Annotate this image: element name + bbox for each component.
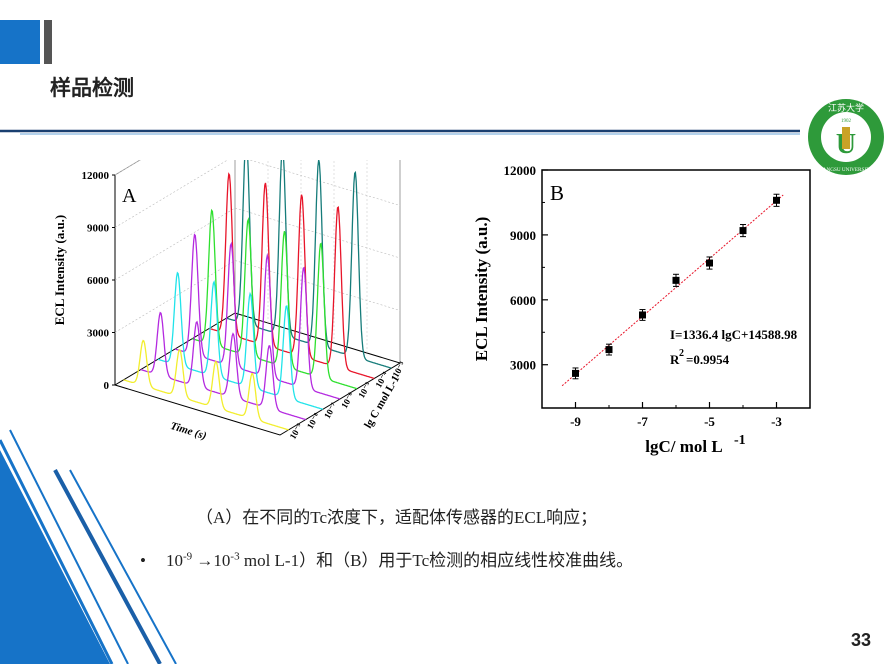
chart-b-r2-sup: 2 — [679, 348, 684, 359]
caption-b-base2: 10 — [213, 551, 231, 570]
chart-b-equation: I=1336.4 lgC+14588.98 — [670, 327, 798, 342]
chart-a-ytick-label: 0 — [104, 380, 110, 392]
chart-b-xtick-label: -7 — [637, 414, 648, 429]
chart-a-xlabel: Time (s) — [169, 420, 208, 442]
chart-b-xtick-label: -9 — [570, 414, 581, 429]
logo-top-text: 江苏大学 — [828, 102, 864, 113]
chart-b-point — [672, 276, 680, 284]
university-logo: 江苏大学 1902 U JIANGSU UNIVERSITY — [808, 99, 884, 175]
chart-a-ytick-label: 12000 — [82, 170, 110, 182]
corner-stripe-2 — [9, 429, 129, 664]
chart-b-panel-label: B — [550, 181, 564, 205]
chart-a-trace — [123, 339, 289, 431]
chart-a-ztick-label: 10⁻⁹ — [288, 421, 305, 441]
chart-b-calibration: -9 -7 -5 -3 3000 6000 9000 12000 ECL Intensity (… — [472, 163, 811, 456]
bullet-dot: • — [140, 551, 146, 570]
chart-b-point — [773, 196, 780, 204]
chart-a-ztick-label: 10⁻⁶ — [339, 390, 356, 410]
caption-b-arrow: → — [192, 551, 214, 570]
chart-a-trace — [174, 233, 341, 400]
chart-a-trace — [140, 311, 306, 421]
chart-a-ytick-label: 6000 — [87, 275, 110, 287]
chart-a-top-edge — [114, 160, 141, 176]
chart-b-marks: I=1336.4 lgC+14588.98 R 2 =0.9954 — [561, 193, 798, 387]
chart-a-waterfall: 0 3000 6000 9000 12000 ECL Intensity (a.u.) A T… — [52, 160, 408, 442]
chart-a-ztick-label: 10⁻⁵ — [356, 380, 373, 400]
chart-b-point — [739, 227, 747, 235]
chart-b-xlabel: lgC/ mol L — [645, 437, 722, 456]
chart-a-ztick-label: 10⁻⁷ — [322, 401, 339, 421]
corner-stripe-3 — [53, 469, 162, 664]
chart-b-ytick-label: 6000 — [510, 293, 536, 308]
chart-a-ytick-label: 9000 — [87, 223, 110, 235]
logo-ring-text: JIANGSU UNIVERSITY — [819, 167, 873, 173]
chart-a-ylabel: ECL Intensity (a.u.) — [52, 215, 67, 326]
header-blue-block — [0, 20, 40, 64]
chart-a-trace — [191, 208, 358, 390]
chart-a-gridline — [114, 160, 141, 176]
chart-b-ytick-label: 3000 — [510, 358, 536, 373]
chart-a-trace — [157, 271, 324, 410]
caption-b-exp2: -3 — [230, 550, 240, 563]
chart-b-frame — [541, 169, 811, 409]
chart-b-ytick-label: 12000 — [504, 163, 537, 178]
chart-b-point — [605, 346, 613, 354]
chart-a-traces — [123, 160, 392, 431]
chart-b-r2-label: R — [670, 352, 680, 367]
chart-b-r2-value: =0.9954 — [686, 352, 730, 367]
chart-b-xtick-label: -5 — [704, 414, 715, 429]
caption-b-base1: 10 — [166, 551, 183, 570]
chart-b-point — [639, 311, 646, 319]
chart-b-xtick-label: -3 — [771, 414, 782, 429]
chart-b-point — [572, 369, 579, 377]
chart-a-ytick-label: 3000 — [87, 328, 110, 340]
header-gray-bar — [44, 20, 52, 64]
chart-b-fit-line — [561, 194, 784, 387]
corner-stripe-4 — [69, 469, 177, 664]
caption-b-exp1: -9 — [183, 550, 193, 563]
chart-b-xlabel-sup: -1 — [734, 433, 746, 448]
chart-a-gridline — [114, 260, 401, 333]
corner-stripe-1 — [0, 439, 114, 664]
chart-b-ytick-label: 9000 — [510, 228, 536, 243]
page-number: 33 — [850, 630, 871, 650]
chart-b-point — [706, 259, 713, 267]
chart-b-axes: -9 -7 -5 -3 3000 6000 9000 12000 ECL Intensity (… — [472, 163, 811, 456]
caption-b-rest: mol L-1）和（B）用于Tc检测的相应线性校准曲线。 — [239, 551, 634, 570]
corner-blue-wedge — [0, 450, 110, 664]
logo-year: 1902 — [841, 119, 852, 124]
chart-a-panel-label: A — [122, 185, 137, 207]
chart-a-ztick-label: 10⁻⁸ — [305, 411, 322, 431]
chart-b-ylabel: ECL Intensity (a.u.) — [472, 217, 491, 362]
caption-a: （A）在不同的Tc浓度下，适配体传感器的ECL响应； — [196, 508, 598, 527]
slide-title: 样品检测 — [50, 77, 134, 100]
logo-gold-bar — [842, 127, 850, 149]
caption-b: • 10-9 →10-3 mol L-1）和（B）用于Tc检测的相应线性校准曲线。 — [140, 546, 633, 571]
